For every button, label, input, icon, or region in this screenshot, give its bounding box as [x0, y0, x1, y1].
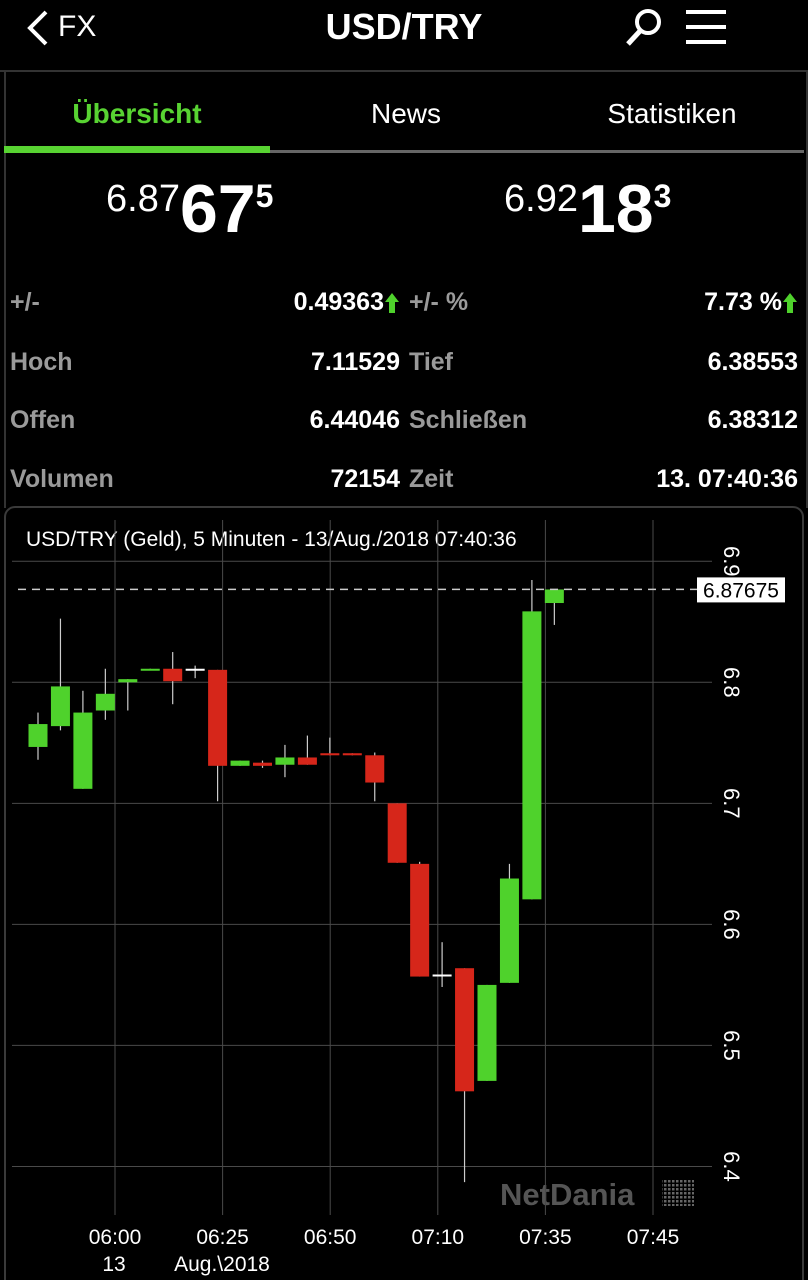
x-tick-label: 07:10	[412, 1226, 465, 1249]
stat-label: Hoch	[10, 348, 73, 376]
stat-label: +/-	[10, 288, 40, 316]
tab[interactable]: News	[370, 98, 441, 129]
candle-body	[477, 984, 497, 1081]
stat-value: 6.38312	[707, 406, 798, 434]
stat-value: 0.49363	[293, 288, 384, 316]
x-tick-label: 07:45	[627, 1226, 680, 1249]
tab[interactable]: Statistiken	[607, 98, 737, 129]
up-arrow	[783, 293, 797, 313]
candle-body	[253, 762, 272, 766]
candle-body	[410, 863, 430, 977]
candle-body	[275, 757, 295, 765]
quote-big: 18	[577, 171, 654, 247]
up-arrow	[385, 293, 399, 313]
chart-title: USD/TRY (Geld), 5 Minuten - 13/Aug./2018…	[26, 528, 517, 551]
candle-body	[365, 755, 385, 783]
candle-body	[522, 611, 542, 900]
stat-value: 13. 07:40:36	[656, 465, 798, 493]
candle-body	[185, 668, 205, 671]
candle-body	[230, 760, 250, 766]
candle-body	[163, 668, 183, 682]
candle-body	[28, 724, 48, 747]
ask-quote: 6.92183	[504, 170, 671, 248]
divider	[0, 70, 808, 72]
x-tick-sublabel: 13	[102, 1253, 125, 1276]
y-tick-label: 6.6	[719, 909, 744, 940]
candle-body	[387, 803, 407, 863]
tab[interactable]: Übersicht	[72, 98, 202, 129]
candle-body	[320, 753, 340, 756]
candle-body	[73, 712, 93, 789]
stat-value: 7.11529	[311, 348, 400, 376]
candle-body	[50, 686, 70, 727]
stat-label: Schließen	[409, 406, 528, 434]
quote-prefix: 6.92	[504, 178, 578, 220]
back-label[interactable]: FX	[58, 10, 97, 43]
last-price-box	[697, 577, 785, 603]
panel	[4, 72, 808, 508]
candle-body	[95, 693, 115, 711]
x-tick-label: 06:00	[89, 1226, 142, 1249]
quote-sup: 3	[653, 178, 672, 214]
watermark: NetDania	[500, 1177, 635, 1212]
chart-frame	[4, 506, 804, 1280]
stat-label: Volumen	[10, 465, 114, 493]
candle-body	[455, 968, 475, 1092]
tab-underline	[4, 150, 804, 153]
candle-body	[118, 679, 138, 683]
stat-label: Offen	[10, 406, 76, 434]
candle-body	[342, 753, 362, 756]
stat-label: +/- %	[409, 288, 469, 316]
tab-active-indicator	[4, 146, 270, 153]
stat-label: Tief	[409, 348, 453, 376]
x-tick-label: 06:50	[304, 1226, 357, 1249]
candle-body	[432, 974, 452, 977]
x-tick-sublabel: Aug.\2018	[174, 1253, 270, 1276]
y-tick-label: 6.4	[719, 1151, 744, 1182]
y-tick-label: 6.7	[719, 788, 744, 819]
x-tick-label: 07:35	[519, 1226, 572, 1249]
y-tick-label: 6.8	[719, 667, 744, 698]
candle-body	[499, 878, 519, 983]
y-tick-label: 6.5	[719, 1030, 744, 1061]
last-price-label: 6.87675	[703, 579, 779, 602]
stat-value: 7.73 %	[704, 288, 782, 316]
candle-body	[544, 589, 564, 604]
stat-label: Zeit	[409, 465, 454, 493]
back-icon[interactable]	[22, 8, 52, 48]
candle-body	[140, 668, 160, 671]
bid-quote: 6.87675	[106, 170, 273, 248]
quote-big: 67	[179, 171, 256, 247]
quote-prefix: 6.87	[106, 178, 180, 220]
candle-body	[208, 669, 228, 766]
menu-icon[interactable]	[686, 8, 728, 48]
search-icon[interactable]	[622, 6, 666, 50]
page-title: USD/TRY	[325, 6, 483, 47]
x-tick-label: 06:25	[196, 1226, 249, 1249]
quote-sup: 5	[255, 178, 274, 214]
stat-value: 72154	[330, 465, 400, 493]
stat-value: 6.38553	[707, 348, 798, 376]
watermark-icon	[662, 1180, 694, 1206]
y-tick-label: 6.9	[719, 546, 744, 577]
candle-body	[297, 757, 317, 765]
stat-value: 6.44046	[309, 406, 400, 434]
